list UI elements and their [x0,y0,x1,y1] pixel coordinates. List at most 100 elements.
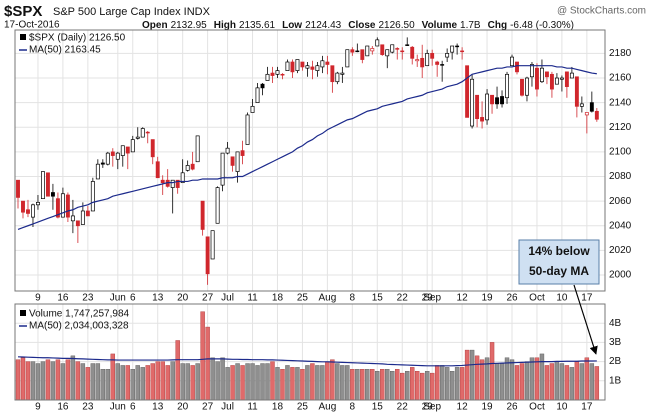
x-tick-label: Jun [110,402,126,413]
volume-bar [260,363,265,401]
legend-entry: MA(50) 2,034,003,328 [29,321,129,332]
candle-body [589,102,594,112]
volume-bar [145,365,150,401]
candle-body [210,230,215,260]
volume-bar [539,353,545,401]
volume-bar [589,363,595,401]
volume-bar [305,365,310,401]
candle-body [170,179,175,188]
x-tick-label: 25 [297,402,309,413]
volume-bar [240,365,245,401]
volume-bar [285,365,290,401]
candle-body [530,64,534,78]
candle-body [520,78,524,96]
y-tick-label: 2180 [609,48,632,59]
volume-bar [110,353,116,401]
volume-bar [335,363,340,401]
candle-body [105,152,110,165]
volume-bar [255,365,260,401]
candle-body [559,77,564,80]
volume-bar [564,365,570,401]
volume-bar [275,367,280,401]
volume-bar [90,363,96,401]
volume-bar [295,367,300,401]
quote-label: Low [282,20,302,31]
candle-body [200,200,205,230]
x-tick-label: 25 [297,293,309,304]
volume-bar [464,349,470,401]
y-tick-label: 2060 [609,196,632,207]
candle-body [475,94,480,119]
candle-body [255,87,260,103]
candle-body [285,61,290,71]
candle-body [140,128,145,138]
volume-bar [190,365,195,401]
x-tick-label: 17 [581,402,593,413]
x-tick-label: Jun [110,293,126,304]
candle-body [145,131,150,134]
x-tick-label: 6 [130,293,136,304]
volume-bar [375,371,380,401]
volume-bar [120,365,125,401]
candle-body [325,61,330,65]
x-tick-label: 13 [152,293,164,304]
x-tick-label: Sep [423,402,441,413]
volume-bar [70,355,76,401]
x-tick-label: 22 [397,293,409,304]
volume-bar [365,369,370,401]
quote: Open 2132.95 High 2135.61 Low 2124.43 Close 212… [142,20,574,31]
volume-bar [444,367,450,401]
candle-body [26,209,30,214]
legend-entry: Volume 1,747,257,984 [29,309,130,320]
candle-body [240,150,245,156]
volume-bar [549,363,555,401]
volume-bar [584,357,590,401]
volume-bar [594,366,600,401]
volume-bar [340,365,345,401]
candle-body [515,61,519,73]
volume-bar [360,369,365,401]
candle-body [245,114,250,145]
volume-bar [20,357,26,401]
volume-bar [95,363,101,401]
volume-bar [170,361,175,401]
candle-body [554,77,559,85]
volume-bar [115,363,121,401]
volume-bar [400,372,405,401]
x-tick-label: Aug [318,402,336,413]
y-tick-label: 2120 [609,122,632,133]
y-tick-label: 2040 [609,220,632,231]
candle-body [500,96,504,105]
volume-bar [180,363,185,401]
candle-body [295,59,300,71]
x-tick-label: 16 [57,402,69,413]
legend-swatch [20,34,26,40]
quote-label: High [214,20,236,31]
y-tick-label: 3B [609,337,622,348]
volume-bar [569,367,575,401]
x-tick-label: 23 [82,402,94,413]
volume-bar [125,365,130,401]
volume-bar [15,359,21,401]
candle-body [425,53,430,67]
quote-value: -6.48 (-0.30%) [510,20,574,31]
candle-body [395,48,400,50]
candle-body [115,152,120,160]
x-tick-label: 10 [556,402,568,413]
volume-bar [290,367,295,401]
x-tick-label: 10 [556,293,568,304]
annotation-text: 50-day MA [529,264,589,278]
x-tick-label: 15 [372,293,384,304]
x-tick-label: 6 [130,402,136,413]
candle-body [21,200,25,213]
candle-body [160,179,165,184]
x-tick-label: 23 [82,293,94,304]
candle-body [275,70,280,75]
candle-body [100,162,105,165]
candle-body [435,61,440,65]
volume-bar [30,361,36,401]
volume-bar [140,367,145,401]
candle-body [205,236,210,275]
y-tick-label: 2020 [609,245,632,256]
candle-body [584,112,589,116]
